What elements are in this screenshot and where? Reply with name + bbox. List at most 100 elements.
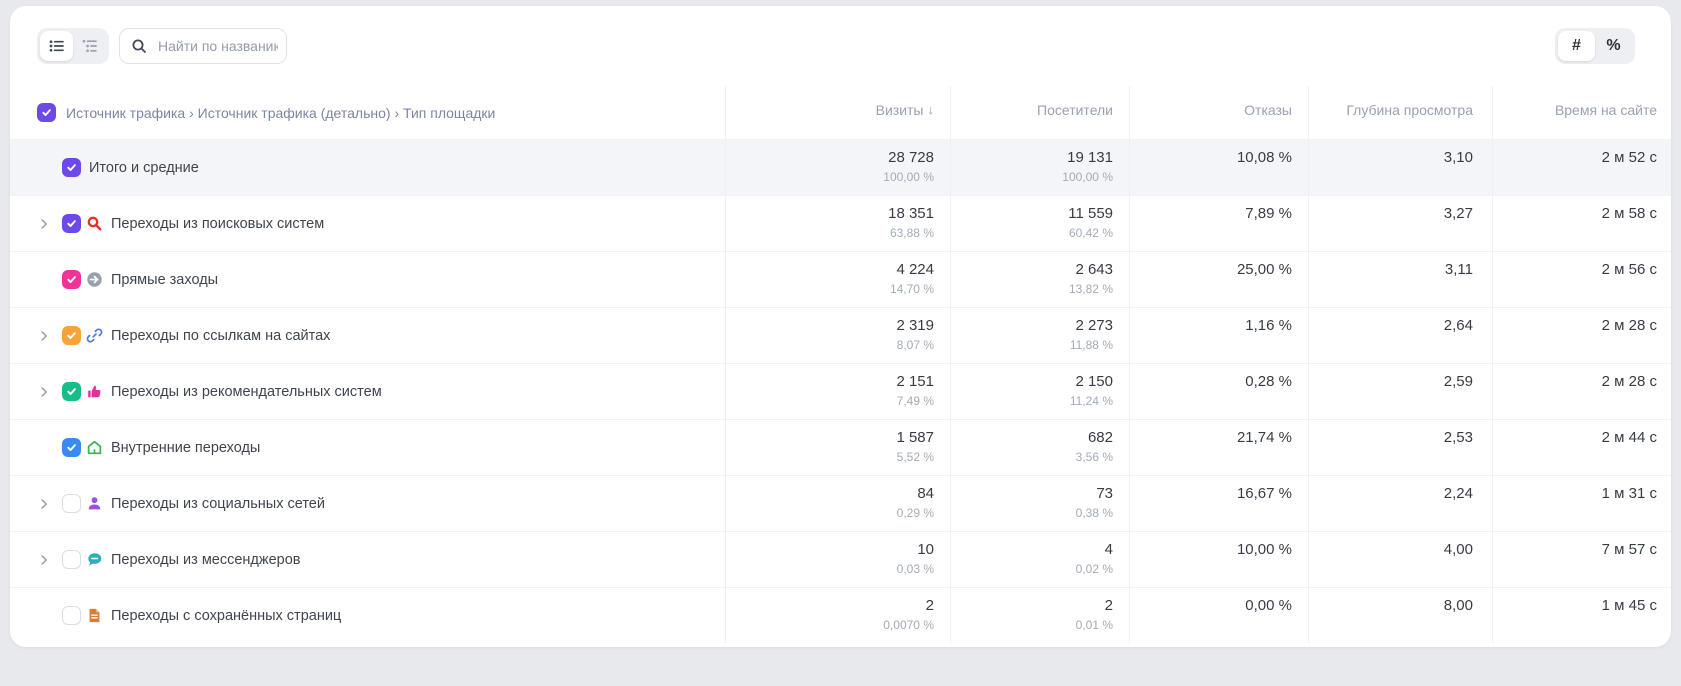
visits-percent: 0,29 % [896, 506, 934, 520]
row-name-cell: Переходы из социальных сетей [10, 476, 725, 531]
checkmark-icon [67, 332, 76, 339]
row-checkbox[interactable] [62, 326, 81, 345]
time-value: 2 м 52 с [1601, 149, 1657, 166]
visits-percent: 8,07 % [896, 338, 934, 352]
expand-chevron-icon[interactable] [37, 385, 51, 399]
column-label: Посетители [1037, 102, 1113, 118]
visitors-percent: 13,82 % [1068, 282, 1113, 296]
visits-value: 10 [917, 541, 934, 558]
table-body: Итого и средние 28 728 100,00 % 19 131 1… [10, 139, 1671, 643]
visits-cell: 28 728 100,00 % [725, 140, 950, 195]
depth-value: 2,24 [1443, 485, 1473, 502]
expand-chevron-icon[interactable] [37, 497, 51, 511]
depth-value: 2,64 [1443, 317, 1473, 334]
column-label: Отказы [1244, 102, 1292, 118]
depth-value: 2,59 [1443, 373, 1473, 390]
visitors-cell: 2 643 13,82 % [950, 252, 1129, 307]
row-checkbox[interactable] [62, 158, 81, 177]
bounce-cell: 16,67 % [1129, 476, 1308, 531]
visits-value: 84 [917, 485, 934, 502]
select-all-checkbox[interactable] [37, 103, 56, 122]
depth-cell: 3,10 [1308, 140, 1492, 195]
checkmark-icon [67, 164, 76, 171]
depth-cell: 3,11 [1308, 252, 1492, 307]
view-toggle [37, 28, 109, 64]
row-checkbox[interactable] [62, 550, 81, 569]
visitors-cell: 4 0,02 % [950, 532, 1129, 587]
row-checkbox[interactable] [62, 214, 81, 233]
bounce-cell: 0,00 % [1129, 588, 1308, 643]
time-cell: 1 м 45 с [1492, 588, 1671, 643]
table-row: Внутренние переходы 1 587 5,52 % 682 3,5… [10, 419, 1671, 475]
table-row: Переходы с сохранённых страниц 2 0,0070 … [10, 587, 1671, 643]
row-name-cell: Переходы из поисковых систем [10, 196, 725, 251]
source-icon [86, 383, 103, 400]
dimension-breadcrumb[interactable]: Источник трафика › Источник трафика (дет… [66, 104, 496, 121]
table-row: Итого и средние 28 728 100,00 % 19 131 1… [10, 139, 1671, 195]
row-label: Переходы из рекомендательных систем [111, 383, 382, 400]
depth-cell: 3,27 [1308, 196, 1492, 251]
column-header-bounce[interactable]: Отказы [1129, 86, 1308, 139]
visitors-percent: 11,24 % [1069, 394, 1113, 408]
tree-list-view-button[interactable] [73, 31, 106, 61]
bounce-value: 0,28 % [1245, 373, 1292, 390]
time-value: 1 м 31 с [1601, 485, 1657, 502]
depth-cell: 2,53 [1308, 420, 1492, 475]
bounce-value: 16,67 % [1236, 485, 1292, 502]
bounce-value: 7,89 % [1245, 205, 1292, 222]
flat-list-view-button[interactable] [40, 31, 73, 61]
visitors-cell: 19 131 100,00 % [950, 140, 1129, 195]
absolute-values-button[interactable]: # [1558, 31, 1595, 61]
expand-chevron-icon[interactable] [37, 217, 51, 231]
column-header-visits[interactable]: Визиты ↓ [725, 86, 950, 139]
row-checkbox[interactable] [62, 606, 81, 625]
source-icon [86, 271, 103, 288]
time-value: 2 м 28 с [1601, 317, 1657, 334]
row-label: Переходы из мессенджеров [111, 551, 301, 568]
visitors-value: 2 643 [1075, 261, 1113, 278]
time-cell: 2 м 58 с [1492, 196, 1671, 251]
visitors-percent: 0,01 % [1075, 618, 1113, 632]
search-input[interactable] [156, 37, 280, 55]
time-cell: 2 м 44 с [1492, 420, 1671, 475]
toolbar: # % [37, 28, 1635, 64]
column-header-time[interactable]: Время на сайте [1492, 86, 1671, 139]
visitors-value: 4 [1104, 541, 1113, 558]
thumbs-up-icon [88, 385, 101, 398]
report-card: # % Источник трафика › Источник трафика … [10, 6, 1671, 647]
row-label: Переходы по ссылкам на сайтах [111, 327, 331, 344]
sources-table: Источник трафика › Источник трафика (дет… [10, 86, 1671, 643]
row-checkbox[interactable] [62, 494, 81, 513]
search-box [119, 28, 287, 64]
visitors-cell: 73 0,38 % [950, 476, 1129, 531]
time-value: 2 м 44 с [1601, 429, 1657, 446]
bounce-value: 10,08 % [1236, 149, 1292, 166]
percent-values-button[interactable]: % [1606, 37, 1621, 54]
visits-cell: 18 351 63,88 % [725, 196, 950, 251]
expand-chevron-icon[interactable] [37, 329, 51, 343]
time-cell: 7 м 57 с [1492, 532, 1671, 587]
table-row: Переходы из мессенджеров 10 0,03 % 4 0,0… [10, 531, 1671, 587]
checkmark-icon [67, 444, 76, 451]
bounce-value: 21,74 % [1236, 429, 1292, 446]
chat-bubble-icon [88, 553, 102, 566]
row-checkbox[interactable] [62, 438, 81, 457]
column-header-depth[interactable]: Глубина просмотра [1308, 86, 1492, 139]
visits-cell: 4 224 14,70 % [725, 252, 950, 307]
sort-desc-icon: ↓ [927, 102, 935, 117]
time-cell: 1 м 31 с [1492, 476, 1671, 531]
time-cell: 2 м 52 с [1492, 140, 1671, 195]
bounce-value: 1,16 % [1245, 317, 1292, 334]
direct-arrow-icon [87, 272, 102, 287]
source-icon [86, 327, 103, 344]
depth-value: 8,00 [1443, 597, 1473, 614]
row-checkbox[interactable] [62, 382, 81, 401]
expand-chevron-icon[interactable] [37, 553, 51, 567]
visitors-percent: 100,00 % [1062, 170, 1113, 184]
visitors-percent: 0,02 % [1075, 562, 1113, 576]
depth-value: 3,11 [1444, 261, 1473, 278]
visitors-percent: 11,88 % [1069, 338, 1113, 352]
row-checkbox[interactable] [62, 270, 81, 289]
checkmark-icon [67, 220, 76, 227]
column-header-visitors[interactable]: Посетители [950, 86, 1129, 139]
